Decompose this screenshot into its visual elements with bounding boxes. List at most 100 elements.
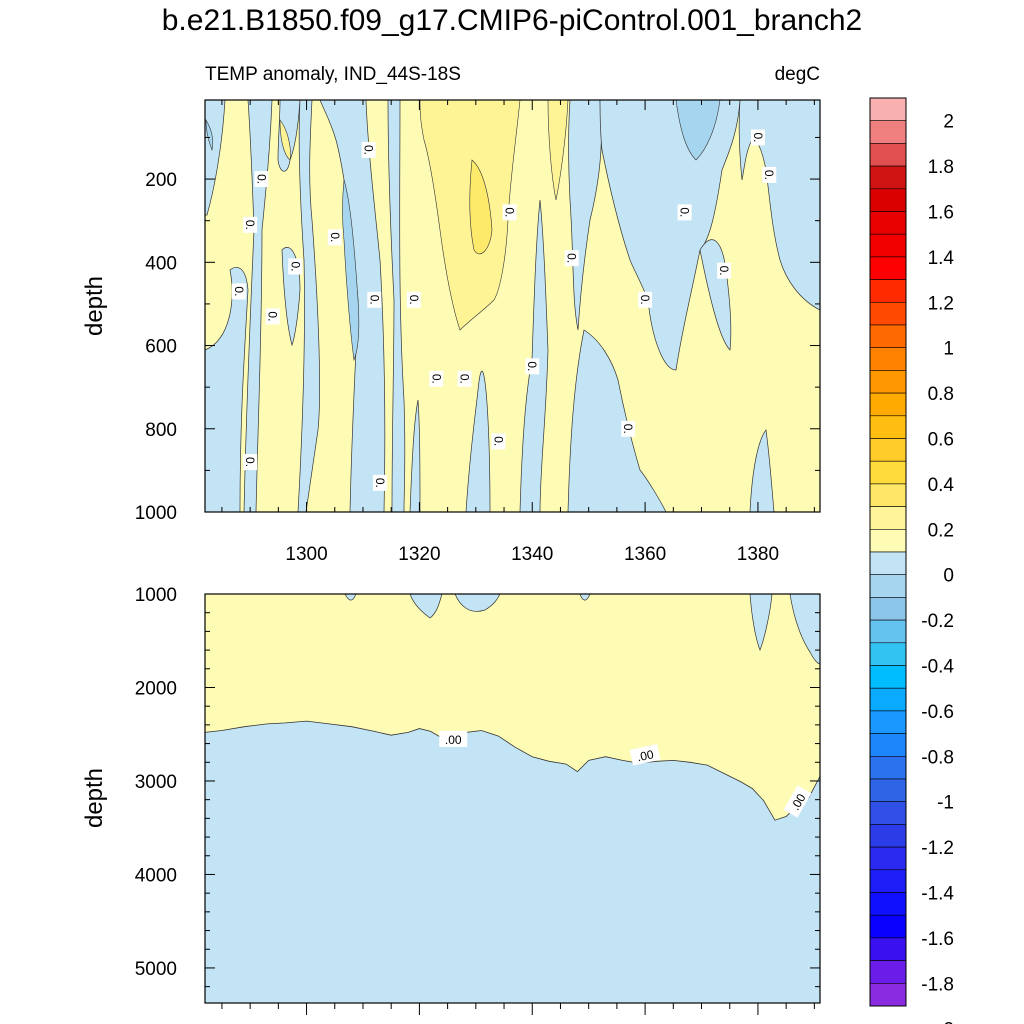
contour-label-box [621,420,636,437]
upper-y-tick-labels: 200 400 600 800 1000 [135,170,177,524]
x-tick-label: 1380 [737,544,779,565]
upper-negative-band [409,399,421,512]
upper-negative-band [519,199,549,512]
colorbar-label: 0 [943,566,954,587]
lower-y-axis-title: depth [81,768,108,828]
contour-label: 0. [361,141,376,158]
contour-label-box [502,204,517,221]
contour-label-text: 0. [254,174,268,184]
x-tick-label: 1320 [398,544,440,565]
colorbar-label: 2 [943,112,954,133]
contour-label-box [231,283,246,300]
colorbar-label: 1.2 [928,293,954,314]
colorbar-swatch [869,710,907,734]
contour-label-text: 0. [678,207,692,217]
colorbar-swatch [869,665,907,689]
colorbar-label: 0.4 [928,475,955,496]
contour-label-text: 0. [266,311,280,321]
y-tick-label: 3000 [135,772,177,793]
colorbar-swatch [869,574,907,598]
y-tick-label: 1000 [135,585,177,606]
lower-panel-frame [204,593,821,1004]
main-title: b.e21.B1850.f09_g17.CMIP6-piControl.001_… [161,4,863,37]
contour-label-text: .00 [445,733,462,747]
lower-negative-patch [749,594,773,651]
colorbar-swatch [869,801,907,825]
y-tick-label: 1000 [135,503,177,524]
colorbar-label: -1.6 [921,929,954,950]
colorbar-label: -0.8 [921,747,954,768]
upper-positive-core [469,159,493,255]
y-tick-label: 600 [145,337,177,358]
upper-negative-band [567,329,667,512]
colorbar-swatch [869,438,907,462]
contour-label-text: 0. [751,132,765,142]
y-tick-label: 200 [145,170,177,191]
colorbar-labels: 2 1.8 1.6 1.4 1.2 1 0.8 0.6 0.4 0.2 0 -0.2 -0.4 -0.6 -… [921,112,954,1024]
upper-y-axis-title: depth [81,276,108,336]
contour-label: 0. [429,370,444,387]
colorbar-swatch [869,143,907,167]
upper-negative-core [675,100,721,161]
colorbar-swatch [869,687,907,712]
contour-label-box [677,204,692,221]
x-tick-label: 1340 [511,544,553,565]
contour-label-text: 0. [525,361,539,371]
colorbar-label: -0.2 [921,611,954,632]
contour-label-box [288,258,303,275]
colorbar-swatch [869,392,907,417]
contour-label-box [406,291,421,308]
contour-label-text: 0. [288,261,302,271]
colorbar-label: -1 [937,793,954,814]
upper-negative-band [749,429,775,512]
contour-label: 0. [717,262,732,279]
contour-label: .00 [439,730,468,747]
lower-ticks [205,593,820,988]
contour-label: 0. [265,308,280,325]
colorbar-swatch [869,642,907,666]
upper-negative-band [568,100,602,331]
subtitle-left: TEMP anomaly, IND_44S-18S [205,64,461,85]
contour-label-text: 0. [621,424,635,434]
contour-label: 0. [491,433,506,450]
colorbar-label: -1.4 [921,884,954,905]
colorbar-swatch [869,233,907,258]
contour-label: 0. [750,129,765,146]
colorbar-swatch [869,301,907,326]
upper-negative-band [319,100,386,512]
contour-label: 0. [525,358,540,375]
y-tick-label: 5000 [135,959,177,980]
colorbar-swatch [869,211,907,235]
colorbar-swatch [869,279,907,303]
upper-panel-frame [204,99,821,513]
colorbar-label: 1.4 [928,248,955,269]
x-tick-label: 1300 [285,544,327,565]
colorbar-swatch [869,755,907,780]
colorbar-label: -1.8 [921,974,954,995]
contour-label: 0. [231,283,246,300]
contour-label-box [361,141,376,158]
upper-negative-band [297,100,320,512]
upper-negative-band [243,100,273,512]
contour-label-text: 0. [232,286,246,296]
y-tick-label: 2000 [135,678,177,699]
contour-label: 0. [621,420,636,437]
contour-label-text: 0. [458,374,472,384]
contour-label: 0. [677,204,692,221]
contour-label-text: 0. [243,220,257,230]
colorbar-swatch [869,415,907,439]
contour-label-text: 0. [373,478,387,488]
colorbar-swatch [869,778,907,803]
colorbar-swatch [869,165,907,190]
colorbar-swatch [869,892,907,916]
contour-label-box [457,370,472,387]
colorbar [869,97,907,1007]
colorbar-swatch [869,960,907,984]
contour-label-box [243,216,258,233]
contour-label: 0. [367,291,382,308]
contour-label-text: 0. [638,295,652,305]
colorbar-swatch [869,733,907,757]
contour-label-box [750,129,765,146]
contour-label: 0. [762,166,777,183]
